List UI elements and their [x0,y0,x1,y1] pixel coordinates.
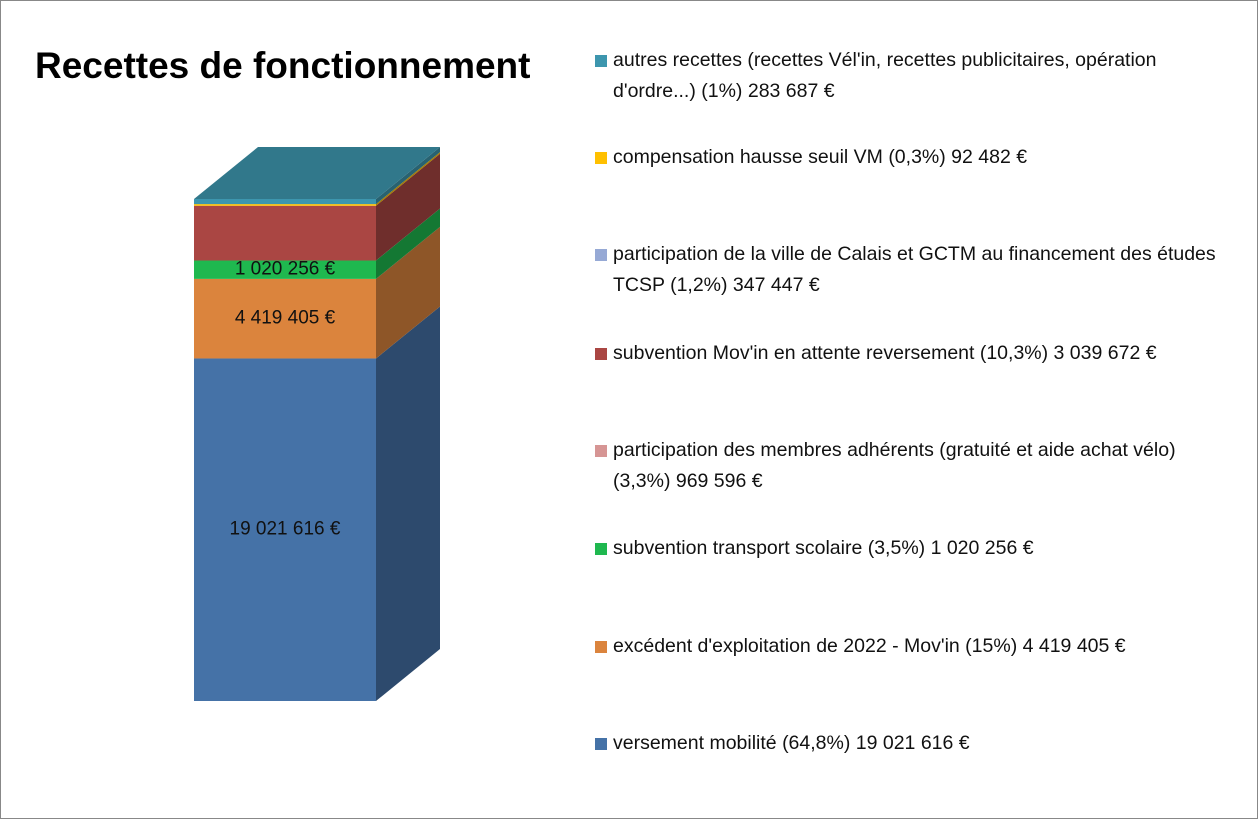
legend-swatch [595,55,607,67]
legend-label: participation des membres adhérents (gra… [613,439,1176,492]
legend-swatch [595,445,607,457]
bar-segment [194,204,376,206]
legend-entry: participation des membres adhérents (gra… [595,435,1233,497]
legend-swatch [595,348,607,360]
legend-swatch [595,738,607,750]
data-label: 4 419 405 € [235,308,336,329]
bar-side [376,208,440,279]
bar-top [194,147,440,199]
legend-entry: participation de la ville de Calais et G… [595,239,1233,301]
bar-side [376,306,440,701]
legend-entry: subvention Mov'in en attente reversement… [595,338,1233,369]
bar-side [376,152,440,206]
bar-side [376,147,440,205]
legend-swatch [595,249,607,261]
chart-title: Recettes de fonctionnement [35,45,531,86]
legend-label: subvention transport scolaire (3,5%) 1 0… [613,537,1034,559]
bar-side [376,226,440,359]
legend-entry: compensation hausse seuil VM (0,3%) 92 4… [595,142,1233,173]
data-label: 1 020 256 € [235,259,336,280]
legend-label: excédent d'exploitation de 2022 - Mov'in… [613,635,1126,657]
legend-label: compensation hausse seuil VM (0,3%) 92 4… [613,146,1028,168]
legend-label: autres recettes (recettes Vél'in, recett… [613,49,1157,102]
bar-segment [194,260,376,279]
legend-swatch [595,152,607,164]
legend-entry: autres recettes (recettes Vél'in, recett… [595,45,1233,107]
legend-swatch [595,543,607,555]
bar-segment [194,205,376,261]
legend-entry: versement mobilité (64,8%) 19 021 616 € [595,728,1233,759]
legend-label: subvention Mov'in en attente reversement… [613,342,1157,364]
bar-segment [194,278,376,359]
bar-segment [194,199,376,205]
legend-swatch [595,641,607,653]
legend-entry: excédent d'exploitation de 2022 - Mov'in… [595,631,1233,662]
legend-label: participation de la ville de Calais et G… [613,243,1216,296]
bar-side [376,153,440,261]
data-label: 19 021 616 € [230,519,341,540]
bar-segment [194,358,376,701]
legend-label: versement mobilité (64,8%) 19 021 616 € [613,732,970,754]
legend-entry: subvention transport scolaire (3,5%) 1 0… [595,533,1233,564]
